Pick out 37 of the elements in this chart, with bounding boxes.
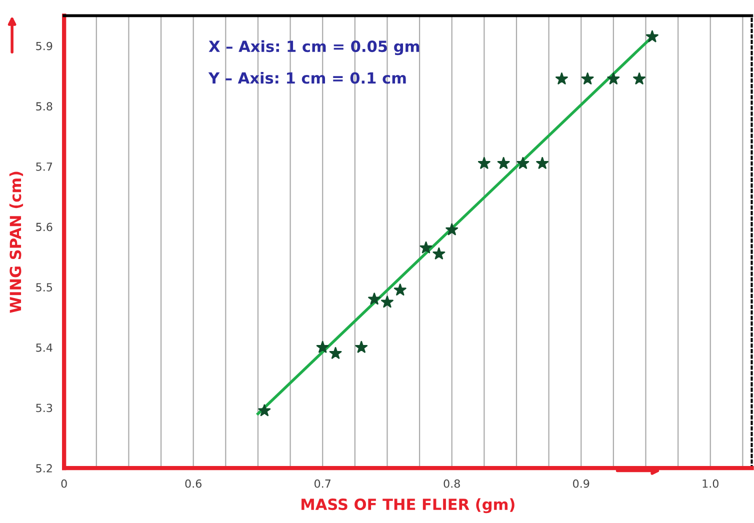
x-tick-label: 1.0 bbox=[702, 479, 718, 488]
point bbox=[607, 72, 620, 84]
x-tick-label: 0.8 bbox=[444, 479, 460, 488]
point bbox=[646, 30, 658, 42]
point bbox=[258, 404, 271, 416]
y-tick-label: 5.7 bbox=[36, 162, 52, 171]
point bbox=[581, 72, 594, 84]
point bbox=[556, 72, 568, 84]
point bbox=[516, 156, 530, 169]
y-tick-label: 5.5 bbox=[36, 283, 52, 292]
point bbox=[355, 340, 368, 353]
point bbox=[633, 72, 646, 84]
point bbox=[316, 340, 329, 353]
annotation: X – Axis: 1 cm = 0.05 gm bbox=[208, 40, 420, 56]
point bbox=[536, 156, 549, 169]
point bbox=[478, 156, 490, 169]
y-tick-label: 5.4 bbox=[36, 344, 52, 352]
x-tick-label: 0.7 bbox=[314, 479, 330, 488]
point bbox=[497, 156, 510, 169]
point bbox=[432, 247, 446, 260]
x-tick-label: 0.9 bbox=[573, 479, 590, 488]
y-tick-label: 5.9 bbox=[36, 42, 52, 50]
y-tick-label: 5.8 bbox=[36, 102, 52, 111]
x-tick-label: 0 bbox=[61, 479, 67, 488]
point bbox=[394, 284, 406, 296]
y-tick-label: 5.2 bbox=[36, 464, 52, 472]
annotation: Y – Axis: 1 cm = 0.1 cm bbox=[208, 72, 406, 84]
x-tick-label: 0.6 bbox=[185, 479, 202, 488]
x-axis-title: MASS OF THE FLIER (gm) bbox=[302, 498, 514, 514]
point bbox=[420, 241, 432, 254]
point bbox=[381, 296, 394, 308]
point bbox=[446, 223, 458, 236]
point bbox=[329, 346, 342, 359]
point bbox=[368, 292, 381, 305]
y-tick-label: 5.3 bbox=[36, 404, 52, 412]
y-tick-label: 5.6 bbox=[36, 222, 52, 232]
y-axis-title: WING SPAN (cm) bbox=[9, 172, 24, 313]
